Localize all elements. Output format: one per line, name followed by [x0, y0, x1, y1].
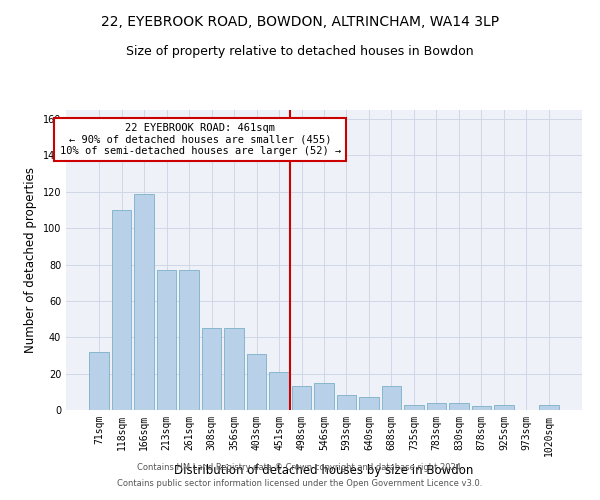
Bar — [202, 328, 221, 410]
Bar — [134, 194, 154, 410]
Text: 22 EYEBROOK ROAD: 461sqm
← 90% of detached houses are smaller (455)
10% of semi-: 22 EYEBROOK ROAD: 461sqm ← 90% of detach… — [59, 122, 341, 156]
Y-axis label: Number of detached properties: Number of detached properties — [24, 167, 37, 353]
X-axis label: Distribution of detached houses by size in Bowdon: Distribution of detached houses by size … — [175, 464, 473, 477]
Bar — [292, 386, 311, 410]
Text: 22, EYEBROOK ROAD, BOWDON, ALTRINCHAM, WA14 3LP: 22, EYEBROOK ROAD, BOWDON, ALTRINCHAM, W… — [101, 15, 499, 29]
Bar — [179, 270, 199, 410]
Bar — [337, 396, 356, 410]
Bar — [224, 328, 244, 410]
Bar — [112, 210, 131, 410]
Bar — [157, 270, 176, 410]
Text: Contains HM Land Registry data © Crown copyright and database right 2024.: Contains HM Land Registry data © Crown c… — [137, 464, 463, 472]
Bar — [494, 404, 514, 410]
Bar — [472, 406, 491, 410]
Text: Size of property relative to detached houses in Bowdon: Size of property relative to detached ho… — [126, 45, 474, 58]
Bar — [427, 402, 446, 410]
Bar — [449, 402, 469, 410]
Bar — [359, 398, 379, 410]
Bar — [404, 404, 424, 410]
Bar — [89, 352, 109, 410]
Bar — [269, 372, 289, 410]
Text: Contains public sector information licensed under the Open Government Licence v3: Contains public sector information licen… — [118, 478, 482, 488]
Bar — [539, 404, 559, 410]
Bar — [314, 382, 334, 410]
Bar — [247, 354, 266, 410]
Bar — [382, 386, 401, 410]
